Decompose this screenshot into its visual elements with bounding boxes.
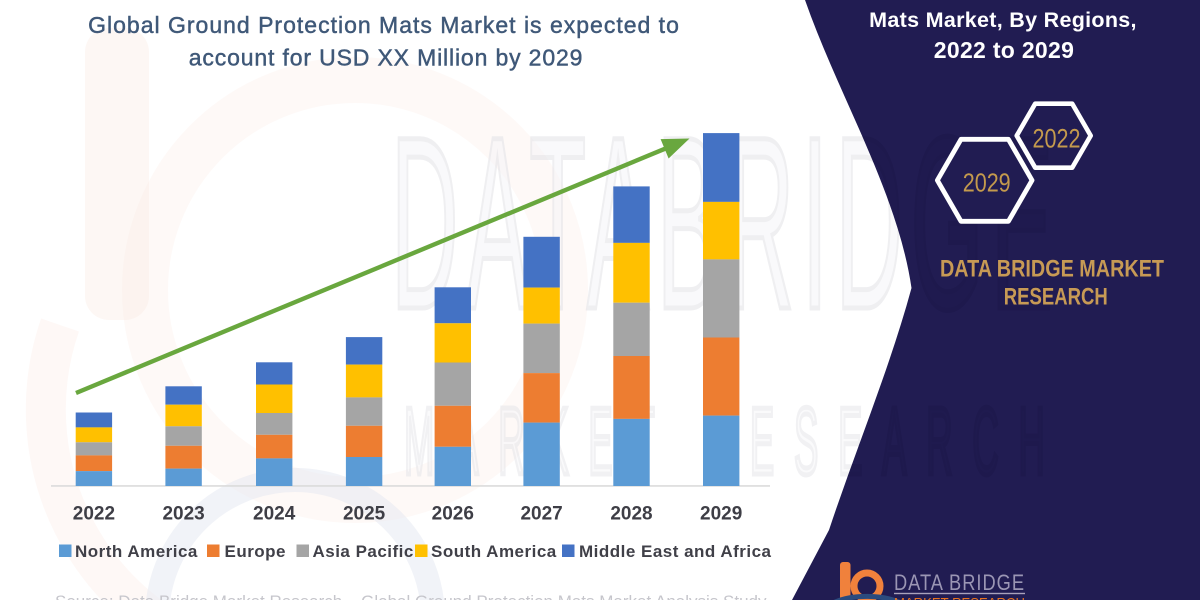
svg-text:DATA BRIDGE: DATA BRIDGE <box>894 570 1025 595</box>
svg-text:North America: North America <box>75 542 198 561</box>
svg-text:2027: 2027 <box>520 504 562 525</box>
svg-text:South America: South America <box>431 542 557 561</box>
svg-text:account for USD XX Million by: account for USD XX Million by 2029 <box>189 45 584 71</box>
svg-text:DATA BRIDGE MARKET: DATA BRIDGE MARKET <box>940 256 1164 283</box>
svg-text:RESEARCH: RESEARCH <box>1004 283 1108 310</box>
svg-text:2025: 2025 <box>343 504 386 525</box>
svg-text:Mats Market, By Regions,: Mats Market, By Regions, <box>869 8 1137 32</box>
svg-text:2024: 2024 <box>253 504 296 525</box>
svg-text:2029: 2029 <box>963 168 1011 198</box>
svg-text:2028: 2028 <box>610 504 652 525</box>
svg-text:Global Ground Protection Mats: Global Ground Protection Mats Market is … <box>88 12 680 38</box>
svg-text:Asia Pacific: Asia Pacific <box>313 542 414 561</box>
svg-text:2023: 2023 <box>162 504 204 525</box>
svg-text:2022 to 2029: 2022 to 2029 <box>934 37 1074 63</box>
svg-text:2026: 2026 <box>432 504 474 525</box>
svg-text:Europe: Europe <box>225 542 287 561</box>
svg-text:Source: Data Bridge Market Res: Source: Data Bridge Market Research – Gl… <box>55 592 767 600</box>
svg-text:2029: 2029 <box>700 504 742 525</box>
svg-text:2022: 2022 <box>1033 124 1081 154</box>
svg-text:2022: 2022 <box>73 504 115 525</box>
svg-text:MARKET RESEARCH: MARKET RESEARCH <box>894 595 1025 600</box>
svg-text:Middle East and Africa: Middle East and Africa <box>579 542 772 561</box>
